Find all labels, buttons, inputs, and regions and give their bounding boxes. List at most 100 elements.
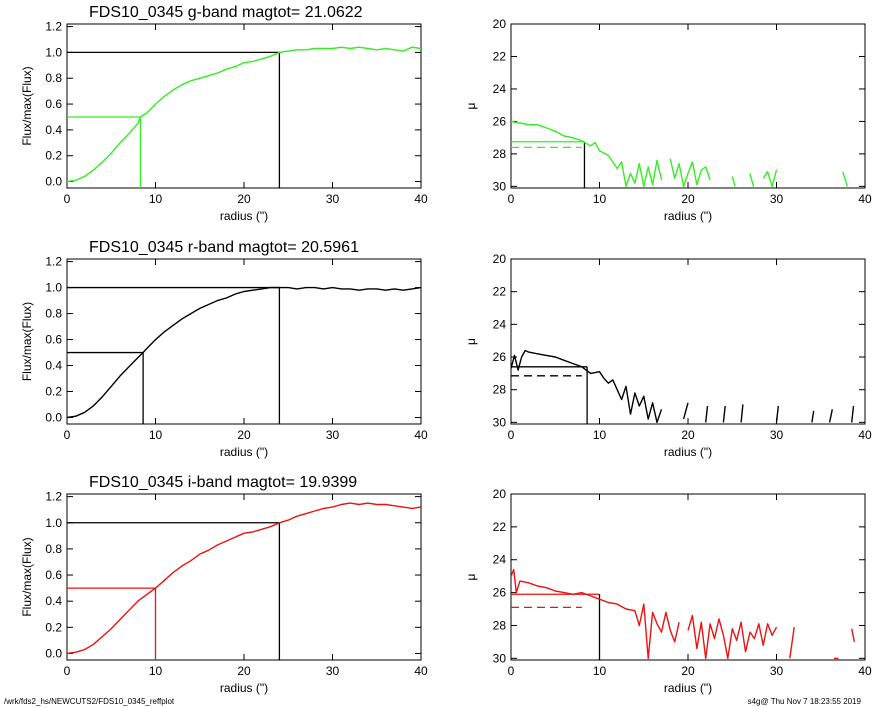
x-tick-label: 20	[681, 428, 695, 442]
y-tick-label: 0.2	[45, 620, 62, 634]
data-series-line	[67, 502, 421, 655]
data-series-line	[828, 409, 833, 423]
y-tick-label: 1.2	[45, 490, 62, 504]
y-tick-label: 0.2	[45, 149, 62, 163]
y-tick-label: 20	[493, 17, 507, 31]
x-axis-label: radius (")	[664, 209, 712, 223]
chart-panel-g-mu: 0 10 20 30 40 20 22 24 26 28 30 radius (") μ	[464, 17, 872, 223]
y-tick-label: 1.0	[45, 45, 62, 59]
data-series-line	[842, 171, 848, 187]
chart-title: FDS10_0345 i-band magtot= 19.9399	[89, 474, 357, 491]
y-tick-label: 22	[493, 49, 507, 63]
plot-frame	[510, 23, 866, 189]
data-series-line	[511, 568, 680, 660]
x-tick-label: 10	[149, 428, 163, 442]
reference-line	[67, 51, 281, 188]
y-tick-label: 0.6	[45, 333, 62, 347]
x-axis-label: radius (")	[664, 445, 712, 459]
x-tick-label: 30	[770, 192, 784, 206]
y-tick-label: 0.6	[45, 97, 62, 111]
data-series-line	[762, 169, 778, 188]
data-series-line	[669, 158, 711, 188]
y-tick-label: 0.0	[45, 411, 62, 425]
x-tick-label: 40	[414, 664, 428, 678]
chart-panel-r-mu: 0 10 20 30 40 20 22 24 26 28 30 radius (") μ	[464, 252, 872, 459]
chart-title: FDS10_0345 r-band magtot= 20.5961	[89, 239, 359, 256]
data-series-line	[731, 176, 736, 187]
reference-line	[67, 116, 142, 188]
data-series-line	[775, 405, 779, 423]
y-tick-label: 30	[493, 415, 507, 429]
y-tick-label: 1.0	[45, 281, 62, 295]
data-series-line	[789, 627, 795, 659]
x-tick-label: 0	[64, 192, 71, 206]
y-tick-label: 24	[493, 317, 507, 331]
x-tick-label: 40	[414, 192, 428, 206]
data-series-line	[705, 405, 709, 423]
y-axis-label: Flux/max(Flux)	[20, 537, 34, 616]
data-series-line	[511, 349, 663, 424]
y-tick-label: 28	[493, 618, 507, 632]
chart-title: FDS10_0345 g-band magtot= 21.0622	[89, 4, 363, 21]
y-tick-label: 28	[493, 383, 507, 397]
footer-file-path: /wrk/fds2_hs/NEWCUTS2/FDS10_0345_reffplo…	[4, 697, 175, 706]
x-tick-label: 0	[508, 428, 515, 442]
x-tick-label: 20	[237, 192, 251, 206]
x-tick-label: 20	[237, 664, 251, 678]
y-tick-label: 26	[493, 114, 507, 128]
x-tick-label: 20	[681, 192, 695, 206]
y-tick-label: 0.4	[45, 123, 62, 137]
y-tick-label: 24	[493, 82, 507, 96]
x-axis-label: radius (")	[664, 681, 712, 695]
y-tick-label: 22	[493, 520, 507, 534]
y-tick-label: 1.2	[45, 255, 62, 269]
x-tick-label: 10	[593, 428, 607, 442]
y-tick-label: 0.8	[45, 71, 62, 85]
y-tick-label: 0.8	[45, 307, 62, 321]
x-tick-label: 0	[64, 664, 71, 678]
data-series-line	[67, 286, 421, 419]
x-tick-label: 10	[593, 664, 607, 678]
data-series-line	[749, 173, 755, 187]
y-tick-label: 30	[493, 179, 507, 193]
data-series-line	[682, 402, 689, 420]
y-axis-label: μ	[464, 338, 478, 345]
y-tick-label: 30	[493, 651, 507, 665]
x-tick-label: 30	[326, 192, 340, 206]
y-axis-label: Flux/max(Flux)	[20, 66, 34, 145]
y-tick-label: 0.6	[45, 568, 62, 582]
x-tick-label: 30	[326, 664, 340, 678]
x-tick-label: 30	[770, 664, 784, 678]
y-axis-label: μ	[464, 573, 478, 580]
y-tick-label: 28	[493, 147, 507, 161]
x-tick-label: 30	[326, 428, 340, 442]
plot-frame	[510, 493, 866, 661]
x-tick-label: 10	[149, 192, 163, 206]
y-tick-label: 0.0	[45, 646, 62, 660]
x-tick-label: 10	[149, 664, 163, 678]
y-tick-label: 26	[493, 350, 507, 364]
x-tick-label: 20	[681, 664, 695, 678]
plot-frame	[510, 258, 866, 425]
y-tick-label: 22	[493, 285, 507, 299]
y-tick-label: 20	[493, 487, 507, 501]
x-axis-label: radius (")	[220, 445, 268, 459]
x-tick-label: 40	[858, 192, 872, 206]
chart-panel-g-flux: 0 10 20 30 40 0.0 0.2 0.4 0.6 0.8 1.0 1.2 radius (")…	[20, 4, 428, 223]
y-axis-label: Flux/max(Flux)	[20, 302, 34, 381]
x-tick-label: 20	[237, 428, 251, 442]
y-tick-label: 20	[493, 252, 507, 266]
x-axis-label: radius (")	[220, 681, 268, 695]
y-tick-label: 0.4	[45, 359, 62, 373]
x-tick-label: 40	[858, 428, 872, 442]
y-tick-label: 24	[493, 553, 507, 567]
x-tick-label: 30	[770, 428, 784, 442]
data-series-line	[851, 405, 855, 423]
y-tick-label: 0.2	[45, 385, 62, 399]
y-tick-label: 1.2	[45, 20, 62, 34]
plot-frame	[66, 493, 422, 661]
data-series-line	[740, 404, 744, 423]
chart-panel-i-flux: 0 10 20 30 40 0.0 0.2 0.4 0.6 0.8 1.0 1.2 radius (")…	[20, 474, 428, 695]
y-tick-label: 26	[493, 586, 507, 600]
